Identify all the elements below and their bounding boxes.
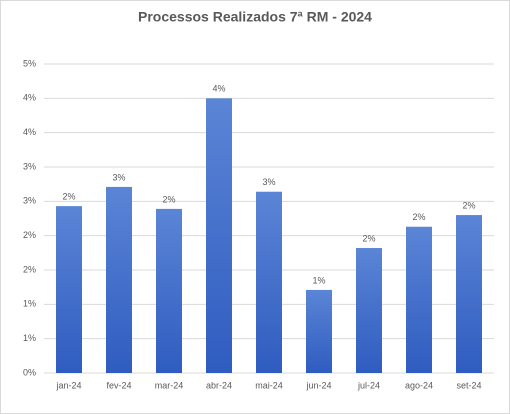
data-label: 1% [312, 275, 325, 285]
bar [356, 248, 382, 373]
y-tick-label: 5% [23, 58, 36, 68]
x-tick-label: mar-24 [155, 380, 184, 390]
chart-title: Processos Realizados 7ª RM - 2024 [138, 9, 372, 25]
y-tick-label: 2% [23, 264, 36, 274]
y-tick-label: 3% [23, 196, 36, 206]
y-tick-label: 2% [23, 230, 36, 240]
data-label: 2% [462, 200, 475, 210]
data-label: 2% [162, 194, 175, 204]
x-tick-label: abr-24 [206, 380, 232, 390]
x-tick-label: jan-24 [55, 380, 81, 390]
x-tick-label: jun-24 [305, 380, 331, 390]
bar [406, 226, 432, 373]
data-label: 3% [112, 172, 125, 182]
y-tick-label: 0% [23, 367, 36, 377]
data-label: 3% [262, 177, 275, 187]
x-tick-label: mai-24 [255, 380, 283, 390]
bar [56, 206, 82, 373]
bar [206, 98, 232, 373]
data-label: 2% [362, 233, 375, 243]
bar [106, 186, 132, 373]
bar [256, 191, 282, 373]
x-tick-label: jul-24 [357, 380, 380, 390]
data-label: 2% [412, 212, 425, 222]
x-tick-label: fev-24 [106, 380, 131, 390]
x-tick-label: ago-24 [405, 380, 433, 390]
y-tick-label: 1% [23, 333, 36, 343]
y-tick-label: 3% [23, 161, 36, 171]
bar [456, 215, 482, 373]
y-tick-label: 4% [23, 127, 36, 137]
bar [156, 208, 182, 373]
data-label: 2% [62, 192, 75, 202]
bar [306, 289, 332, 373]
x-tick-label: set-24 [456, 380, 481, 390]
data-label: 4% [212, 84, 225, 94]
y-tick-label: 4% [23, 93, 36, 103]
y-tick-label: 1% [23, 299, 36, 309]
